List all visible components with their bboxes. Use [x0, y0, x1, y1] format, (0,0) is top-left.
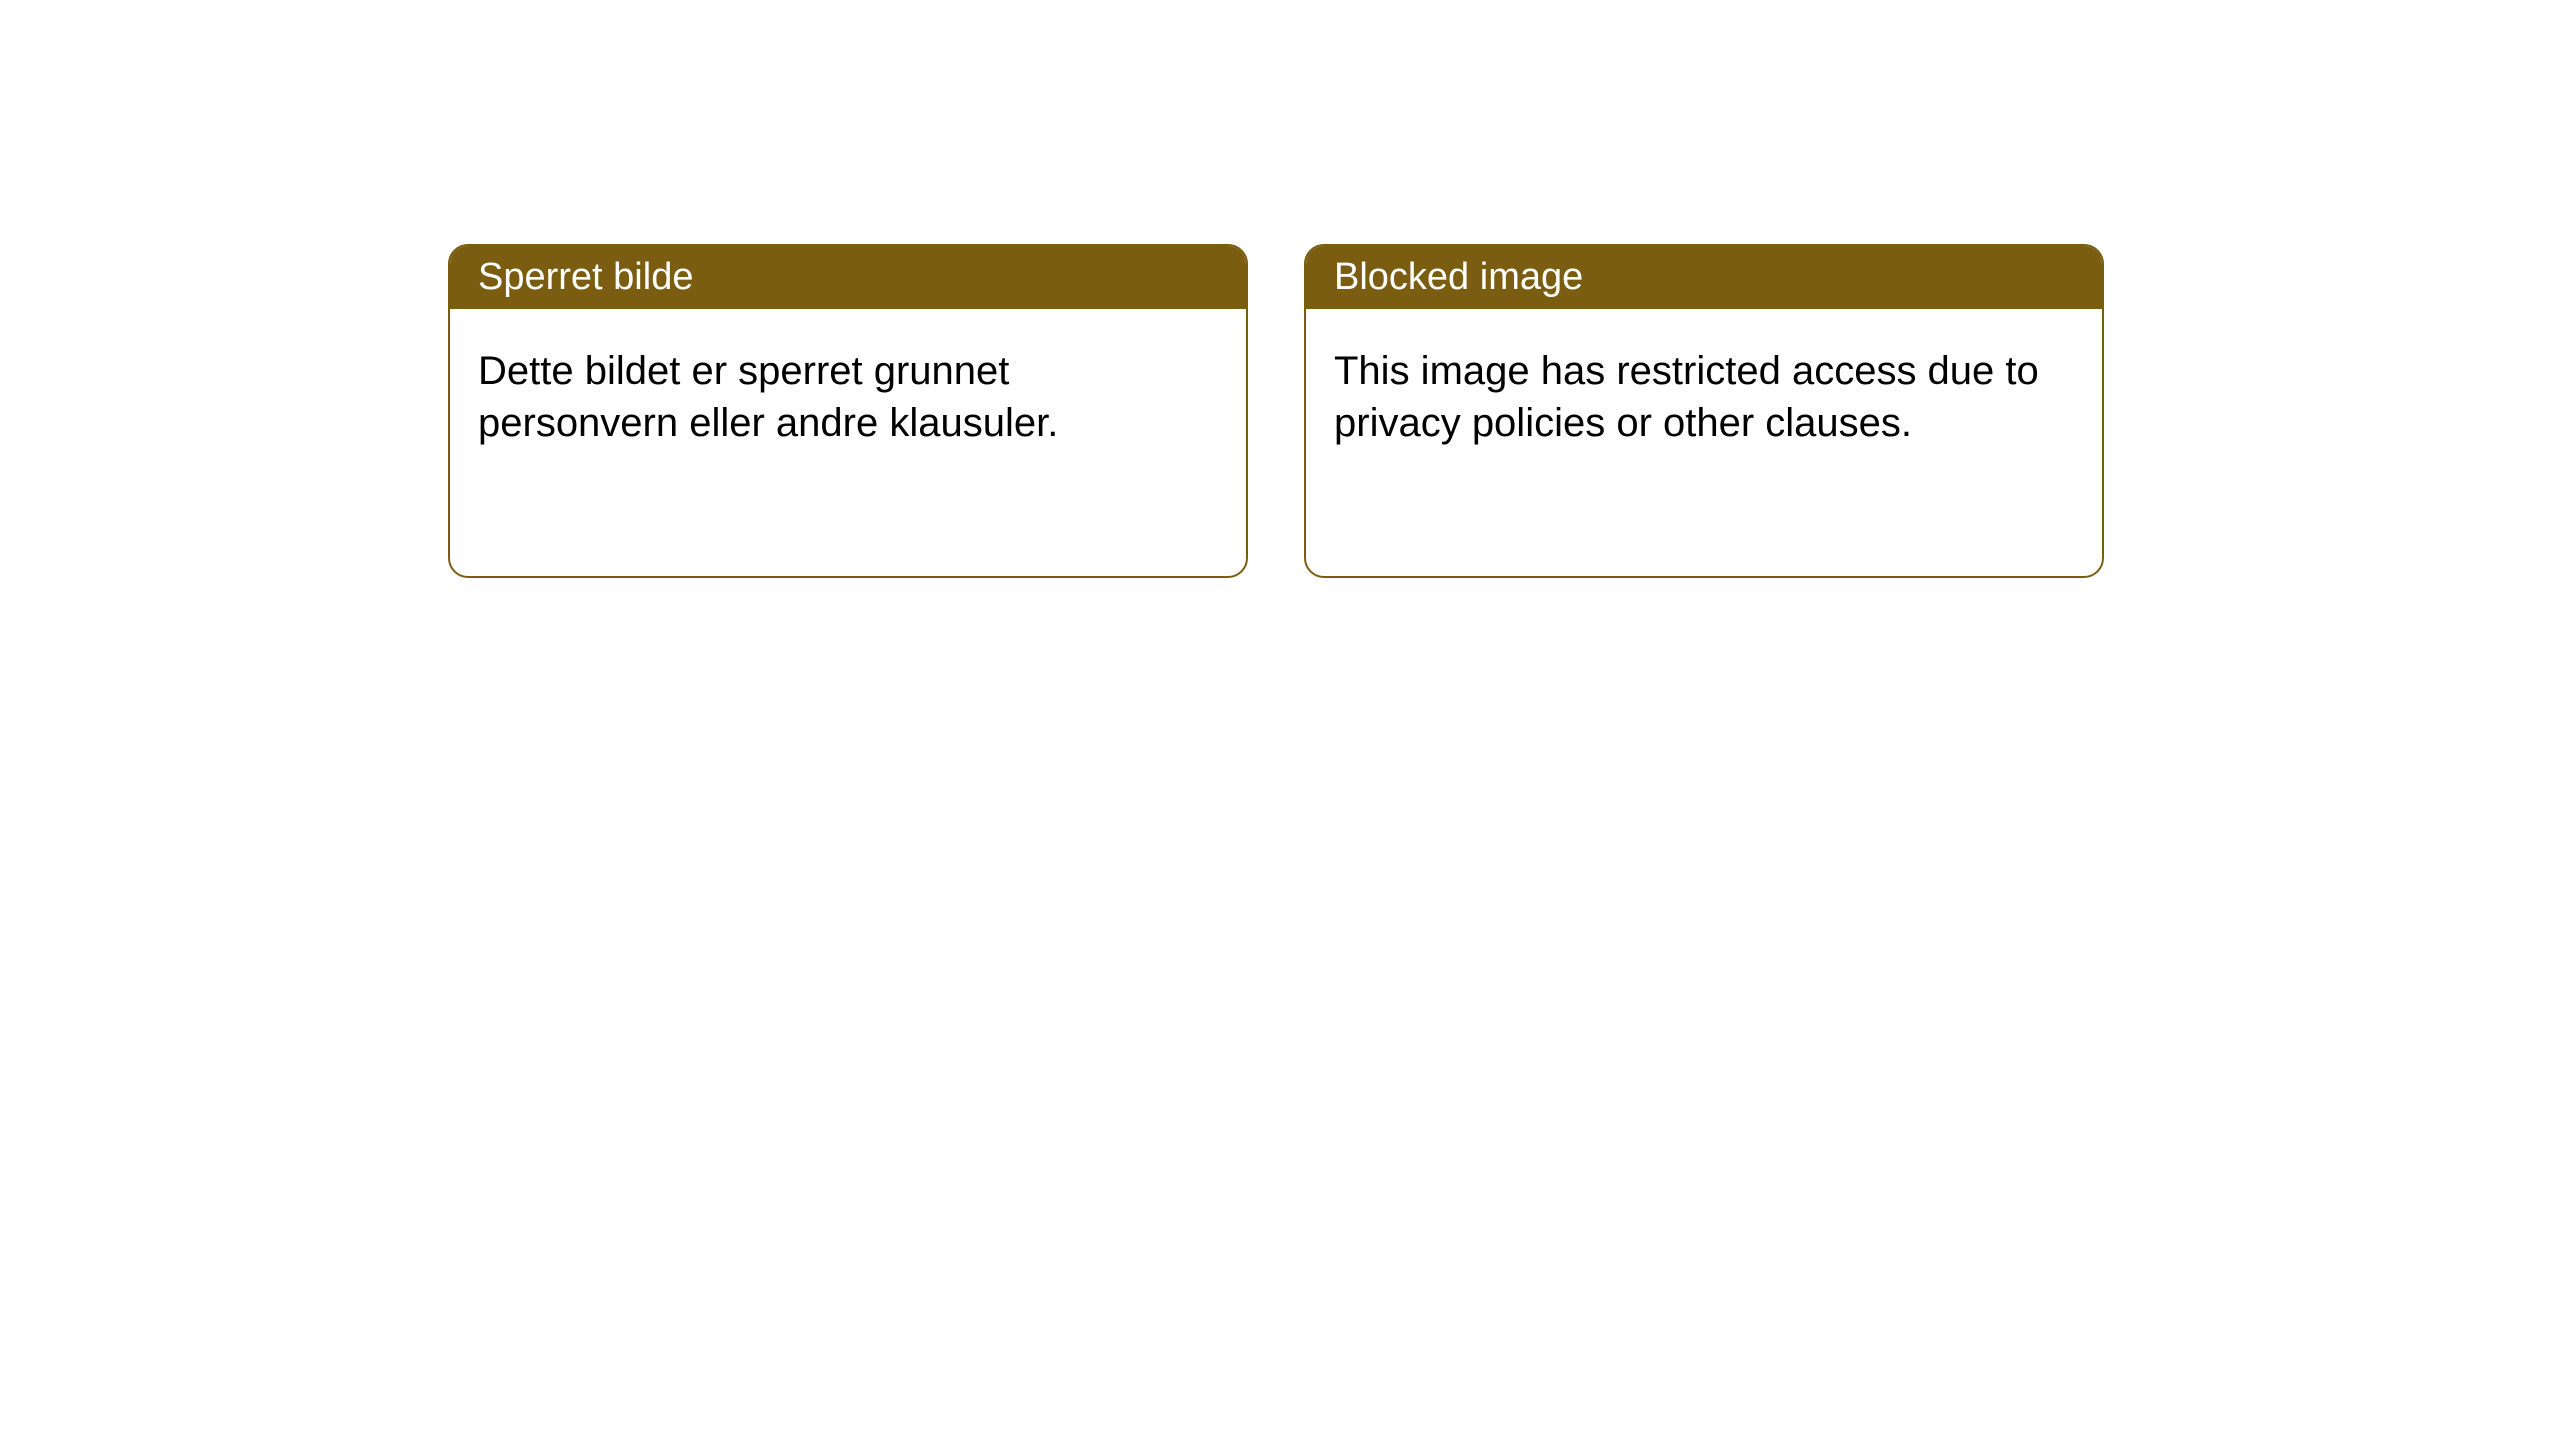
- card-body: This image has restricted access due to …: [1306, 309, 2102, 485]
- card-english: Blocked image This image has restricted …: [1304, 244, 2104, 578]
- card-header: Blocked image: [1306, 246, 2102, 309]
- card-body-text: This image has restricted access due to …: [1334, 349, 2039, 445]
- card-title: Blocked image: [1334, 256, 1583, 298]
- card-header: Sperret bilde: [450, 246, 1246, 309]
- card-body-text: Dette bildet er sperret grunnet personve…: [478, 349, 1058, 445]
- card-norwegian: Sperret bilde Dette bildet er sperret gr…: [448, 244, 1248, 578]
- card-body: Dette bildet er sperret grunnet personve…: [450, 309, 1246, 485]
- card-title: Sperret bilde: [478, 256, 693, 298]
- cards-container: Sperret bilde Dette bildet er sperret gr…: [448, 244, 2560, 578]
